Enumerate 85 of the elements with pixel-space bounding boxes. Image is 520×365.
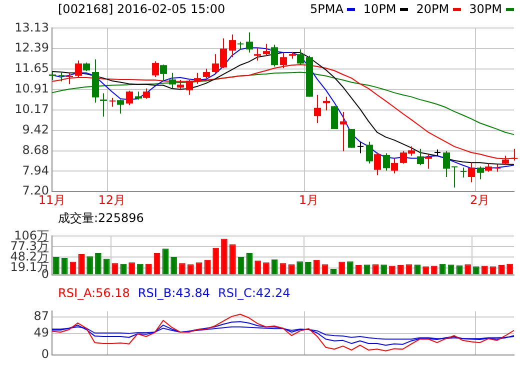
y-tick-label: 13.13 [14, 20, 49, 34]
candlestick [314, 94, 321, 124]
candlestick [58, 71, 65, 82]
bar [347, 261, 354, 274]
chart-title: [002168] 2016-02-05 15:00 [58, 2, 226, 16]
candlestick [271, 44, 278, 67]
bar [238, 256, 244, 274]
bar [338, 262, 345, 274]
y-tick-label: 11.65 [14, 61, 49, 76]
candlestick [340, 111, 347, 152]
y-tick-label: 106万 [14, 228, 49, 242]
bar [162, 248, 169, 274]
candlestick [229, 34, 236, 58]
legend-label: 10PM [363, 2, 396, 16]
candlestick [297, 48, 304, 66]
bar [254, 260, 261, 274]
bar [246, 252, 253, 274]
candlestick [117, 99, 124, 114]
legend-label: 30PM [469, 2, 502, 16]
candlestick [143, 88, 150, 100]
candlestick [323, 96, 330, 111]
bar [170, 256, 177, 274]
candlestick [246, 32, 253, 53]
candlestick [203, 68, 210, 79]
candlestick [366, 141, 373, 164]
candlestick [348, 128, 355, 148]
bar [280, 263, 286, 274]
candlestick [425, 154, 432, 170]
legend-label: 20PM [416, 2, 450, 16]
y-tick-label: 9.42 [22, 122, 49, 137]
bar [128, 262, 135, 274]
bar [179, 263, 186, 274]
bar [103, 258, 110, 274]
bar [204, 260, 211, 274]
candlestick [177, 80, 184, 90]
candlestick [374, 152, 381, 176]
bar [53, 256, 60, 274]
y-tick-label: 8.68 [22, 142, 49, 157]
candlestick [126, 90, 133, 106]
x-tick-label: 2月 [470, 192, 490, 207]
candlestick [391, 158, 398, 174]
candlestick [237, 41, 244, 50]
bar [313, 260, 320, 274]
candlestick [331, 106, 338, 130]
bar [70, 262, 76, 274]
bar [229, 244, 236, 274]
candlestick [66, 72, 73, 85]
candlestick [477, 166, 484, 180]
legend-label: 5PMA [310, 2, 344, 16]
y-tick-label: 0 [41, 346, 49, 361]
y-tick-label: 7.94 [22, 163, 49, 178]
y-tick-label: 49 [34, 326, 49, 340]
candlestick [468, 162, 475, 183]
bar [221, 238, 228, 274]
bar [154, 252, 160, 274]
candlestick [152, 60, 159, 78]
bar [263, 262, 270, 274]
text: RSI_B:43.84 [138, 286, 210, 300]
candlestick [417, 148, 424, 166]
candlestick [357, 141, 364, 154]
bar [95, 252, 102, 274]
bar [112, 263, 118, 274]
y-tick-label: 12.39 [14, 40, 49, 55]
bar [212, 248, 219, 274]
y-tick-label: 10.91 [14, 81, 49, 96]
x-tick-label: 12月 [98, 192, 126, 207]
bar [196, 262, 202, 274]
bar [296, 261, 303, 274]
text: RSI_C:42.24 [218, 286, 290, 300]
candlestick [460, 167, 467, 178]
text: RSI_A:56.18 [58, 286, 130, 300]
bar [305, 262, 312, 274]
bar [61, 258, 68, 274]
candlestick [254, 47, 261, 61]
bar [86, 256, 93, 274]
x-tick-label: 1月 [298, 192, 318, 207]
y-tick-label: 10.17 [14, 102, 49, 116]
text: 成交量:225896 [58, 210, 144, 226]
y-tick-label: 87 [34, 308, 49, 323]
bar [271, 260, 278, 274]
candlestick [263, 43, 270, 56]
candlestick [160, 64, 167, 82]
bar [78, 254, 85, 274]
candlestick [383, 152, 390, 172]
candlestick [100, 92, 107, 118]
